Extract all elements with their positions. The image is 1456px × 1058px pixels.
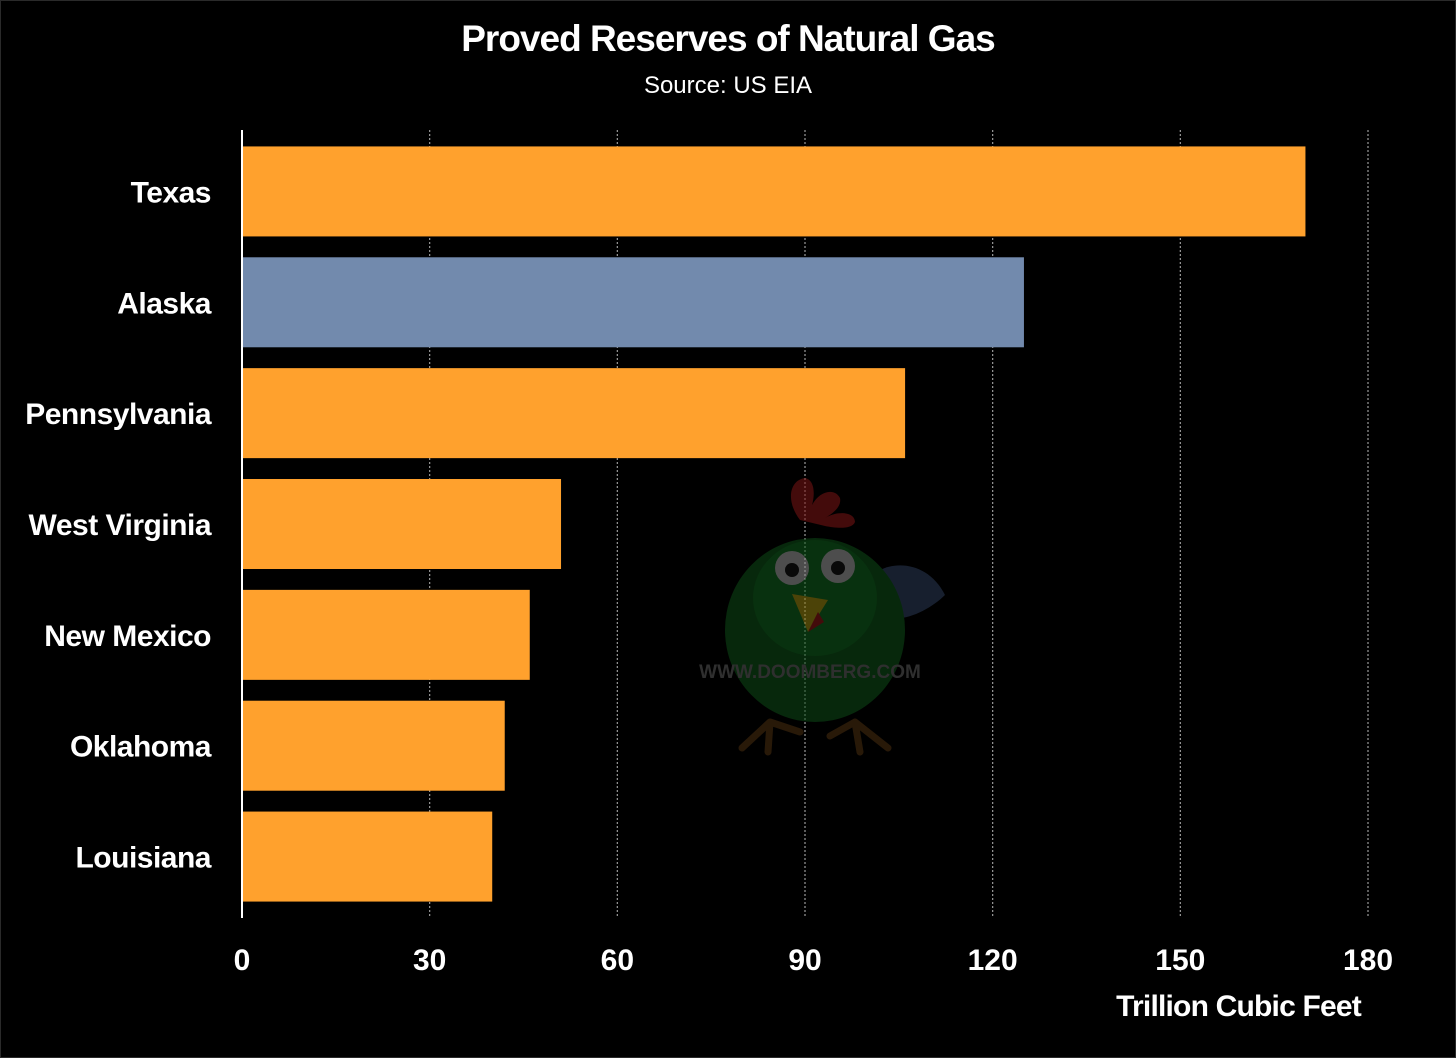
bar-alaska (242, 257, 1024, 348)
bar-texas (242, 146, 1306, 237)
bar-pennsylvania (242, 368, 906, 459)
x-tick-label: 0 (234, 944, 251, 977)
category-label: Alaska (117, 287, 212, 320)
x-tick-label: 120 (968, 944, 1018, 977)
category-labels: Texas Alaska Pennsylvania West Virginia New … (25, 176, 212, 874)
bar-louisiana (242, 811, 493, 902)
category-label: New Mexico (44, 620, 211, 653)
x-tick-label: 180 (1343, 944, 1393, 977)
bar-west-virginia (242, 479, 562, 569)
category-label: Pennsylvania (25, 398, 212, 431)
watermark: WWW.DOOMBERG.COM (699, 478, 945, 756)
bars (242, 146, 1306, 902)
chart-title: Proved Reserves of Natural Gas (461, 18, 995, 59)
x-tick-label: 150 (1155, 944, 1205, 977)
watermark-text: WWW.DOOMBERG.COM (699, 662, 921, 683)
x-tick-labels: 0 30 60 90 120 150 180 (234, 944, 1393, 977)
category-label: West Virginia (29, 509, 212, 542)
category-label: Texas (131, 176, 211, 209)
chart-subtitle: Source: US EIA (643, 72, 813, 99)
bar-oklahoma (242, 700, 505, 791)
x-tick-label: 90 (788, 944, 821, 977)
gridlines (429, 130, 1369, 918)
x-tick-label: 30 (413, 944, 446, 977)
x-tick-label: 60 (601, 944, 634, 977)
category-label: Oklahoma (70, 731, 212, 764)
bar-new-mexico (242, 589, 530, 680)
x-axis-title: Trillion Cubic Feet (1116, 990, 1362, 1023)
category-label: Louisiana (75, 842, 211, 875)
chicken-mascot-icon (725, 478, 945, 756)
